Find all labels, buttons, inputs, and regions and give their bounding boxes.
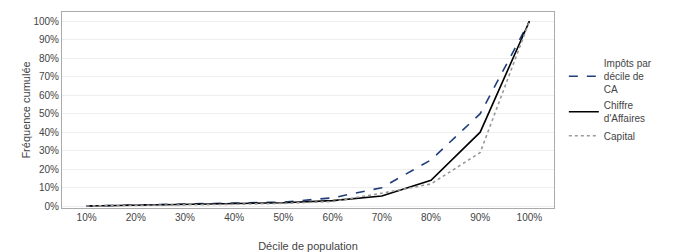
svg-text:70%: 70%	[372, 212, 392, 223]
svg-text:Fréquence cumulée: Fréquence cumulée	[20, 61, 32, 158]
svg-text:30%: 30%	[39, 145, 59, 156]
svg-text:Chiffred'Affaires: Chiffred'Affaires	[604, 100, 645, 124]
svg-text:40%: 40%	[39, 127, 59, 138]
svg-text:70%: 70%	[39, 71, 59, 82]
svg-text:10%: 10%	[77, 212, 97, 223]
svg-text:100%: 100%	[33, 16, 59, 27]
svg-text:80%: 80%	[421, 212, 441, 223]
svg-text:Capital: Capital	[604, 131, 635, 142]
svg-text:60%: 60%	[39, 90, 59, 101]
svg-text:20%: 20%	[39, 164, 59, 175]
svg-text:100%: 100%	[517, 212, 543, 223]
svg-text:80%: 80%	[39, 53, 59, 64]
svg-text:90%: 90%	[470, 212, 490, 223]
svg-text:10%: 10%	[39, 182, 59, 193]
svg-text:60%: 60%	[323, 212, 343, 223]
svg-text:Décile de population: Décile de population	[258, 240, 358, 252]
svg-text:30%: 30%	[175, 212, 195, 223]
svg-text:Impôts pardécile deCA: Impôts pardécile deCA	[604, 58, 652, 95]
svg-text:90%: 90%	[39, 34, 59, 45]
svg-text:40%: 40%	[224, 212, 244, 223]
svg-text:50%: 50%	[39, 108, 59, 119]
svg-text:20%: 20%	[126, 212, 146, 223]
svg-text:0%: 0%	[45, 201, 60, 212]
svg-text:50%: 50%	[273, 212, 293, 223]
